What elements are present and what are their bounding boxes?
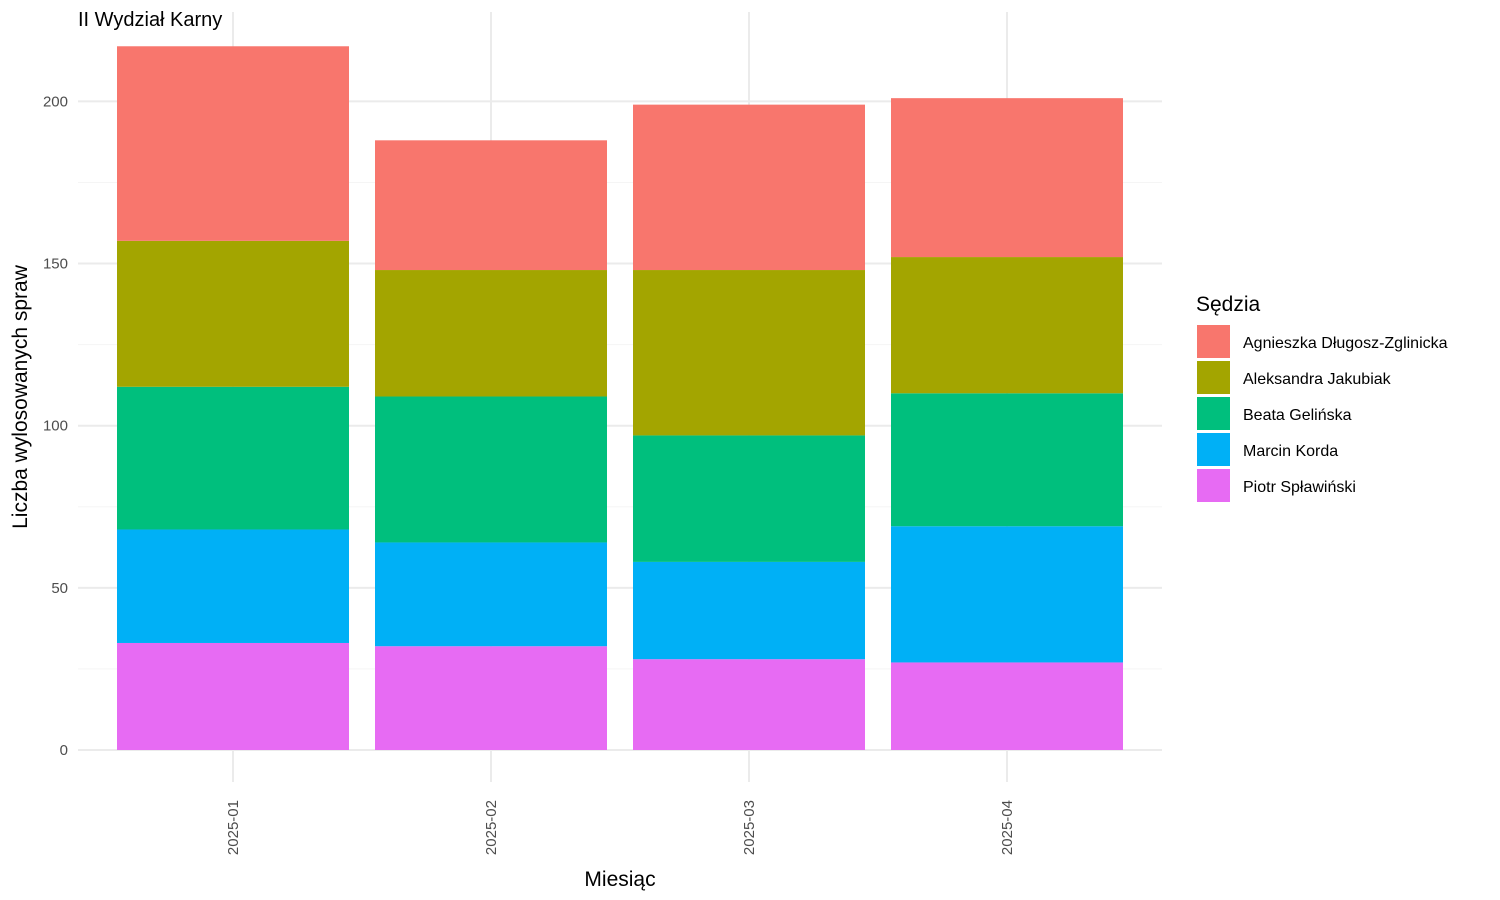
bar-segment — [633, 561, 865, 660]
bar-segment — [375, 140, 607, 271]
legend-label: Piotr Spławiński — [1243, 479, 1356, 496]
bar-segment — [633, 270, 865, 436]
bar-segment — [117, 240, 349, 387]
legend-swatch — [1197, 469, 1230, 502]
legend-label: Agnieszka Długosz-Zglinicka — [1243, 335, 1448, 352]
legend-label: Beata Gelińska — [1243, 407, 1352, 424]
x-axis-ticks: 2025-01 2025-02 2025-03 2025-04 — [225, 800, 1016, 855]
y-tick-label: 100 — [43, 418, 68, 435]
x-tick-label: 2025-02 — [483, 800, 500, 855]
y-tick-label: 150 — [43, 256, 68, 273]
y-tick-label: 50 — [51, 580, 68, 597]
x-axis-title: Miesiąc — [584, 868, 655, 891]
legend-swatch — [1197, 433, 1230, 466]
bar-segment — [633, 659, 865, 750]
bar-segment — [891, 393, 1123, 527]
legend-title: Sędzia — [1196, 293, 1261, 316]
bar-segment — [375, 270, 607, 397]
bar-segment — [891, 526, 1123, 663]
y-tick-label: 0 — [60, 742, 68, 759]
x-tick-label: 2025-03 — [741, 800, 758, 855]
y-axis-ticks: 0 50 100 150 200 — [43, 93, 68, 759]
bar-segment — [375, 396, 607, 543]
x-tick-label: 2025-04 — [999, 800, 1016, 855]
y-axis-title: Liczba wylosowanych spraw — [9, 264, 32, 529]
bar-segment — [891, 257, 1123, 394]
bar-segment — [375, 646, 607, 750]
legend-items: Agnieszka Długosz-Zglinicka Aleksandra Ja… — [1197, 325, 1448, 502]
bar-segment — [117, 642, 349, 750]
legend-swatch — [1197, 361, 1230, 394]
legend-swatch — [1197, 397, 1230, 430]
chart-title: II Wydział Karny — [78, 9, 222, 31]
bar-segment — [633, 104, 865, 271]
bars — [117, 46, 1123, 750]
bar-segment — [891, 662, 1123, 750]
bar-segment — [117, 529, 349, 643]
legend-swatch — [1197, 325, 1230, 358]
bar-segment — [375, 542, 607, 647]
bar-segment — [117, 386, 349, 530]
legend-label: Aleksandra Jakubiak — [1243, 371, 1392, 388]
y-tick-label: 200 — [43, 93, 68, 110]
x-tick-label: 2025-01 — [225, 800, 242, 855]
bar-segment — [633, 435, 865, 562]
legend: Sędzia Agnieszka Długosz-Zglinicka Aleksa… — [1196, 293, 1448, 502]
bar-segment — [891, 98, 1123, 258]
bar-segment — [117, 46, 349, 241]
legend-label: Marcin Korda — [1243, 443, 1338, 460]
